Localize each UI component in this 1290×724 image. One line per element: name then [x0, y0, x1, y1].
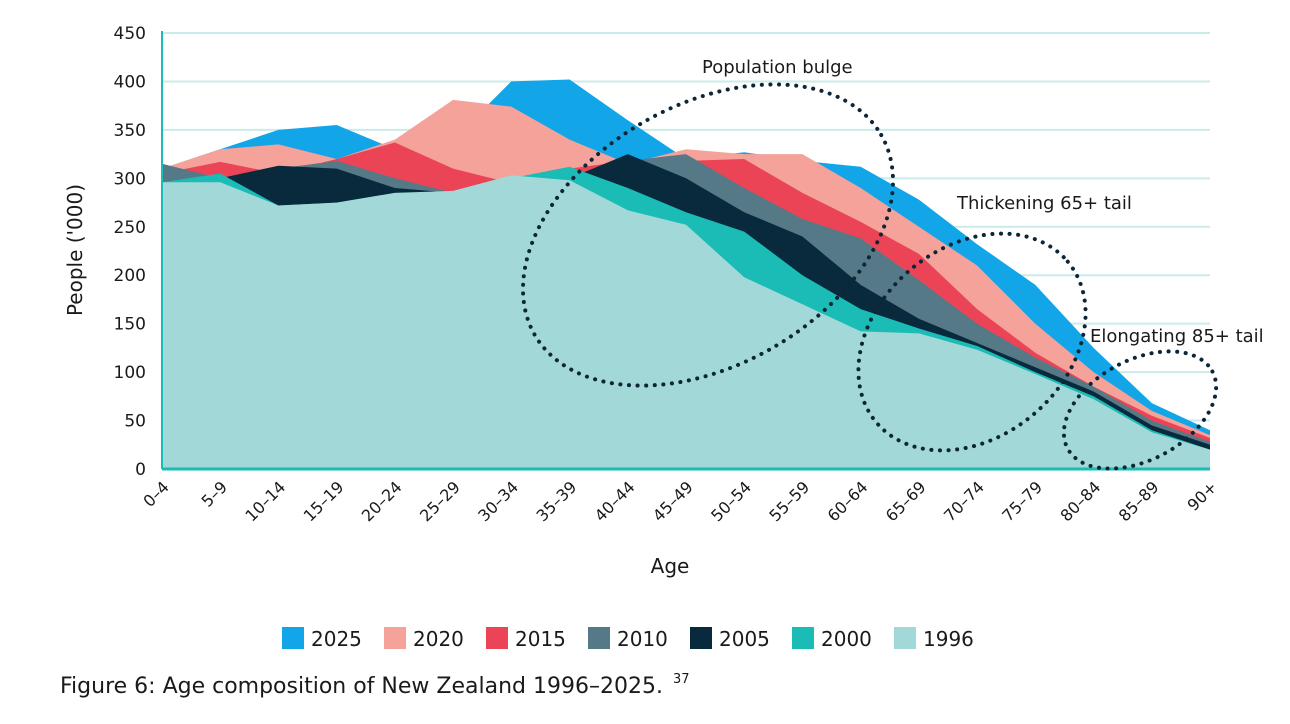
x-tick-label: 75–79: [998, 477, 1046, 525]
legend-swatch-2000: [792, 627, 814, 649]
legend-swatch-2010: [588, 627, 610, 649]
y-tick-label: 300: [114, 169, 146, 189]
axes: [161, 31, 1210, 471]
x-tick-label: 0–4: [139, 477, 172, 510]
y-tick-label: 400: [114, 72, 146, 92]
legend-swatch-2020: [384, 627, 406, 649]
annotation-thickening-tail: Thickening 65+ tail: [956, 193, 1132, 214]
x-tick-label: 80–84: [1056, 477, 1104, 525]
x-tick-label: 55–59: [765, 477, 813, 525]
x-tick-label: 50–54: [707, 477, 755, 525]
x-tick-labels: 0–4 5–9 10–14 15–19 20–24 25–29 30–34 35–39 40–4…: [139, 477, 1220, 525]
y-tick-label: 350: [114, 121, 146, 141]
y-tick-label: 200: [114, 266, 146, 286]
caption-text: Figure 6: Age composition of New Zealand…: [60, 674, 663, 699]
x-tick-label: 60–64: [824, 477, 872, 525]
x-tick-label: 70–74: [940, 477, 988, 525]
legend-swatch-2015: [486, 627, 508, 649]
y-tick-label: 250: [114, 218, 146, 238]
area-series: [162, 79, 1210, 470]
legend-label-1996: 1996: [923, 627, 974, 651]
annotations: [521, 82, 1219, 471]
y-tick-label: 100: [114, 363, 146, 383]
legend: 2025 2020 2015 2010 2005 2000 1996: [282, 627, 974, 651]
x-axis-title: Age: [651, 554, 690, 578]
legend-label-2005: 2005: [719, 627, 770, 651]
legend-label-2010: 2010: [617, 627, 668, 651]
legend-label-2025: 2025: [311, 627, 362, 651]
x-tick-label: 65–69: [882, 477, 930, 525]
x-tick-label: 35–39: [532, 477, 580, 525]
x-tick-label: 40–44: [591, 477, 639, 525]
x-tick-label: 25–29: [416, 477, 464, 525]
x-tick-label: 5–9: [198, 477, 231, 510]
y-tick-labels: 0 50 100 150 200 250 300 350 400 450: [114, 24, 146, 480]
y-tick-label: 50: [124, 412, 146, 432]
x-tick-label: 90+: [1184, 477, 1221, 514]
legend-swatch-1996: [894, 627, 916, 649]
y-tick-label: 150: [114, 315, 146, 335]
legend-swatch-2005: [690, 627, 712, 649]
x-tick-label: 30–34: [474, 477, 522, 525]
thickening-tail-outline: [856, 231, 1088, 453]
population-bulge-outline: [521, 82, 895, 388]
area-1996: [162, 175, 1210, 469]
x-tick-label: 15–19: [300, 477, 348, 525]
y-tick-label: 0: [135, 460, 146, 480]
x-tick-label: 45–49: [649, 477, 697, 525]
figure-caption: Figure 6: Age composition of New Zealand…: [60, 672, 690, 699]
legend-label-2015: 2015: [515, 627, 566, 651]
legend-label-2000: 2000: [821, 627, 872, 651]
legend-label-2020: 2020: [413, 627, 464, 651]
annotation-population-bulge: Population bulge: [702, 57, 853, 78]
annotation-elongating-tail: Elongating 85+ tail: [1090, 326, 1264, 347]
x-tick-label: 20–24: [358, 477, 406, 525]
x-tick-label: 10–14: [241, 477, 289, 525]
y-tick-label: 450: [114, 24, 146, 44]
x-tick-label: 85–89: [1115, 477, 1163, 525]
caption-footnote: 37: [672, 672, 690, 687]
y-axis-title: People ('000): [63, 184, 87, 316]
legend-swatch-2025: [282, 627, 304, 649]
elongating-tail-outline: [1061, 349, 1219, 471]
